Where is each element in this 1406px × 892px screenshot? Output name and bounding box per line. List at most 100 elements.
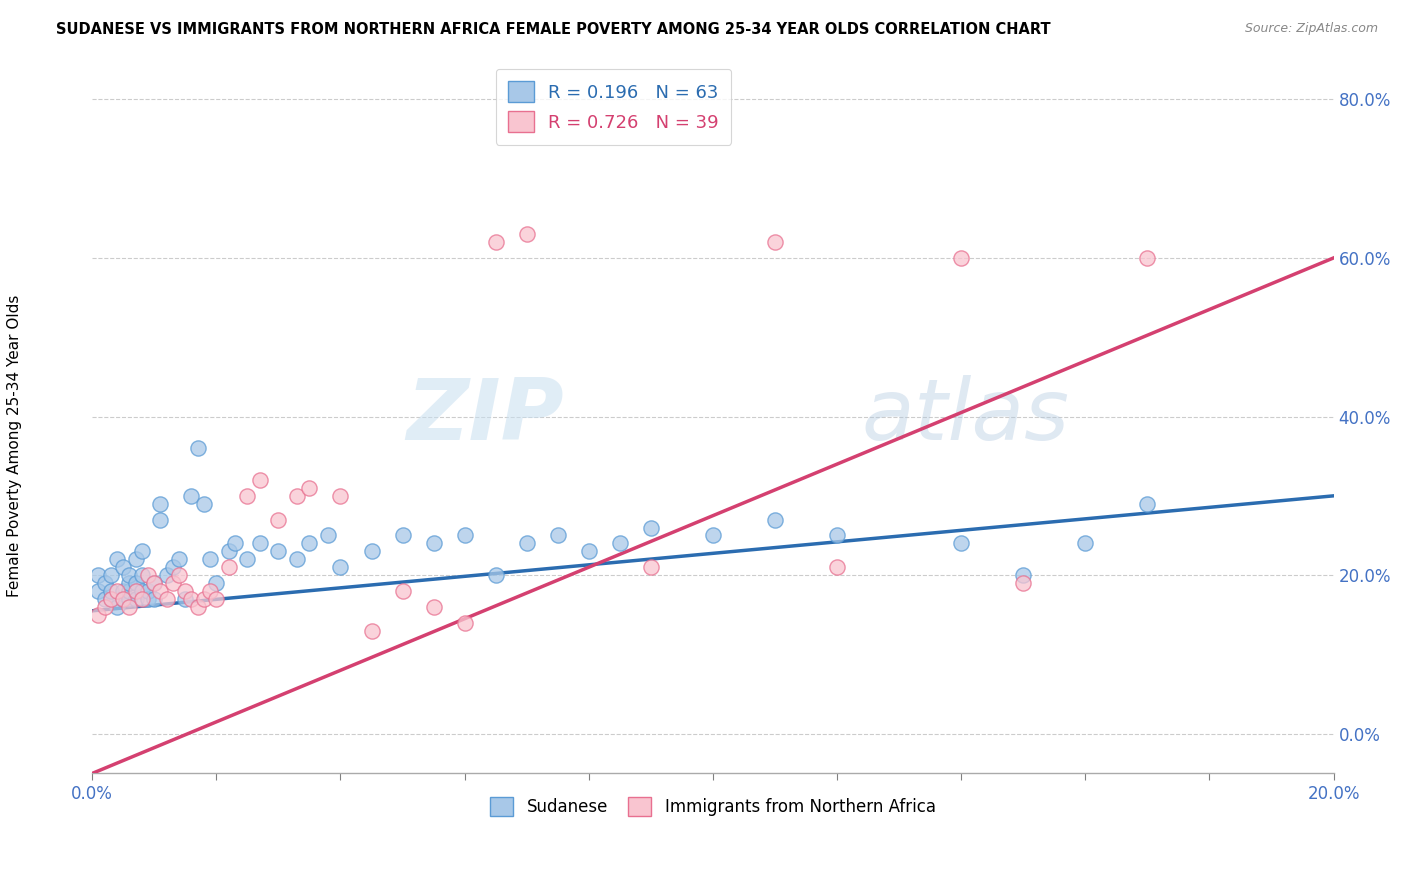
Point <box>224 536 246 550</box>
Point <box>205 591 228 606</box>
Point <box>100 591 122 606</box>
Point <box>453 528 475 542</box>
Point <box>87 568 110 582</box>
Point <box>162 560 184 574</box>
Text: Female Poverty Among 25-34 Year Olds: Female Poverty Among 25-34 Year Olds <box>7 295 21 597</box>
Point <box>609 536 631 550</box>
Point <box>1012 568 1035 582</box>
Text: Source: ZipAtlas.com: Source: ZipAtlas.com <box>1244 22 1378 36</box>
Point <box>149 497 172 511</box>
Point <box>267 544 290 558</box>
Point <box>198 552 221 566</box>
Point <box>100 568 122 582</box>
Point <box>131 584 153 599</box>
Point <box>422 536 444 550</box>
Point <box>143 576 166 591</box>
Point <box>516 536 538 550</box>
Point <box>180 489 202 503</box>
Point <box>124 576 146 591</box>
Point <box>193 591 215 606</box>
Point <box>1136 251 1159 265</box>
Point <box>249 473 271 487</box>
Point <box>118 576 141 591</box>
Point <box>187 599 209 614</box>
Point <box>391 584 413 599</box>
Point <box>236 552 259 566</box>
Point <box>249 536 271 550</box>
Point <box>640 560 662 574</box>
Point <box>640 520 662 534</box>
Point <box>105 599 128 614</box>
Point <box>112 591 135 606</box>
Point <box>422 599 444 614</box>
Point <box>118 584 141 599</box>
Point <box>218 560 240 574</box>
Point <box>198 584 221 599</box>
Point <box>174 584 197 599</box>
Point <box>316 528 339 542</box>
Point <box>1136 497 1159 511</box>
Point <box>124 552 146 566</box>
Point <box>87 607 110 622</box>
Point <box>825 560 848 574</box>
Point <box>298 536 321 550</box>
Point <box>167 552 190 566</box>
Point <box>547 528 569 542</box>
Point <box>100 591 122 606</box>
Point <box>112 560 135 574</box>
Point <box>105 584 128 599</box>
Point <box>702 528 724 542</box>
Point <box>285 552 308 566</box>
Point <box>950 251 973 265</box>
Point <box>267 513 290 527</box>
Point <box>285 489 308 503</box>
Point <box>112 584 135 599</box>
Point <box>187 442 209 456</box>
Point <box>391 528 413 542</box>
Point <box>156 591 179 606</box>
Point <box>131 544 153 558</box>
Point <box>950 536 973 550</box>
Point <box>298 481 321 495</box>
Point <box>105 552 128 566</box>
Point <box>763 235 786 249</box>
Point <box>578 544 600 558</box>
Point <box>156 568 179 582</box>
Point <box>124 591 146 606</box>
Point <box>329 560 352 574</box>
Point <box>143 591 166 606</box>
Point <box>124 584 146 599</box>
Text: atlas: atlas <box>862 375 1070 458</box>
Point <box>118 591 141 606</box>
Point <box>825 528 848 542</box>
Point <box>360 544 382 558</box>
Point <box>118 568 141 582</box>
Point <box>329 489 352 503</box>
Text: ZIP: ZIP <box>406 375 564 458</box>
Point <box>485 235 508 249</box>
Point <box>131 591 153 606</box>
Point <box>93 599 115 614</box>
Point <box>180 591 202 606</box>
Point <box>763 513 786 527</box>
Point <box>136 568 159 582</box>
Point <box>131 568 153 582</box>
Point <box>136 584 159 599</box>
Point <box>112 591 135 606</box>
Point <box>136 591 159 606</box>
Point <box>118 599 141 614</box>
Point <box>1074 536 1097 550</box>
Point <box>100 584 122 599</box>
Point <box>218 544 240 558</box>
Point <box>93 591 115 606</box>
Point <box>516 227 538 241</box>
Point <box>485 568 508 582</box>
Point <box>453 615 475 630</box>
Point <box>193 497 215 511</box>
Point <box>205 576 228 591</box>
Legend: Sudanese, Immigrants from Northern Africa: Sudanese, Immigrants from Northern Afric… <box>479 787 946 826</box>
Point <box>93 576 115 591</box>
Point <box>149 513 172 527</box>
Point <box>87 584 110 599</box>
Point <box>360 624 382 638</box>
